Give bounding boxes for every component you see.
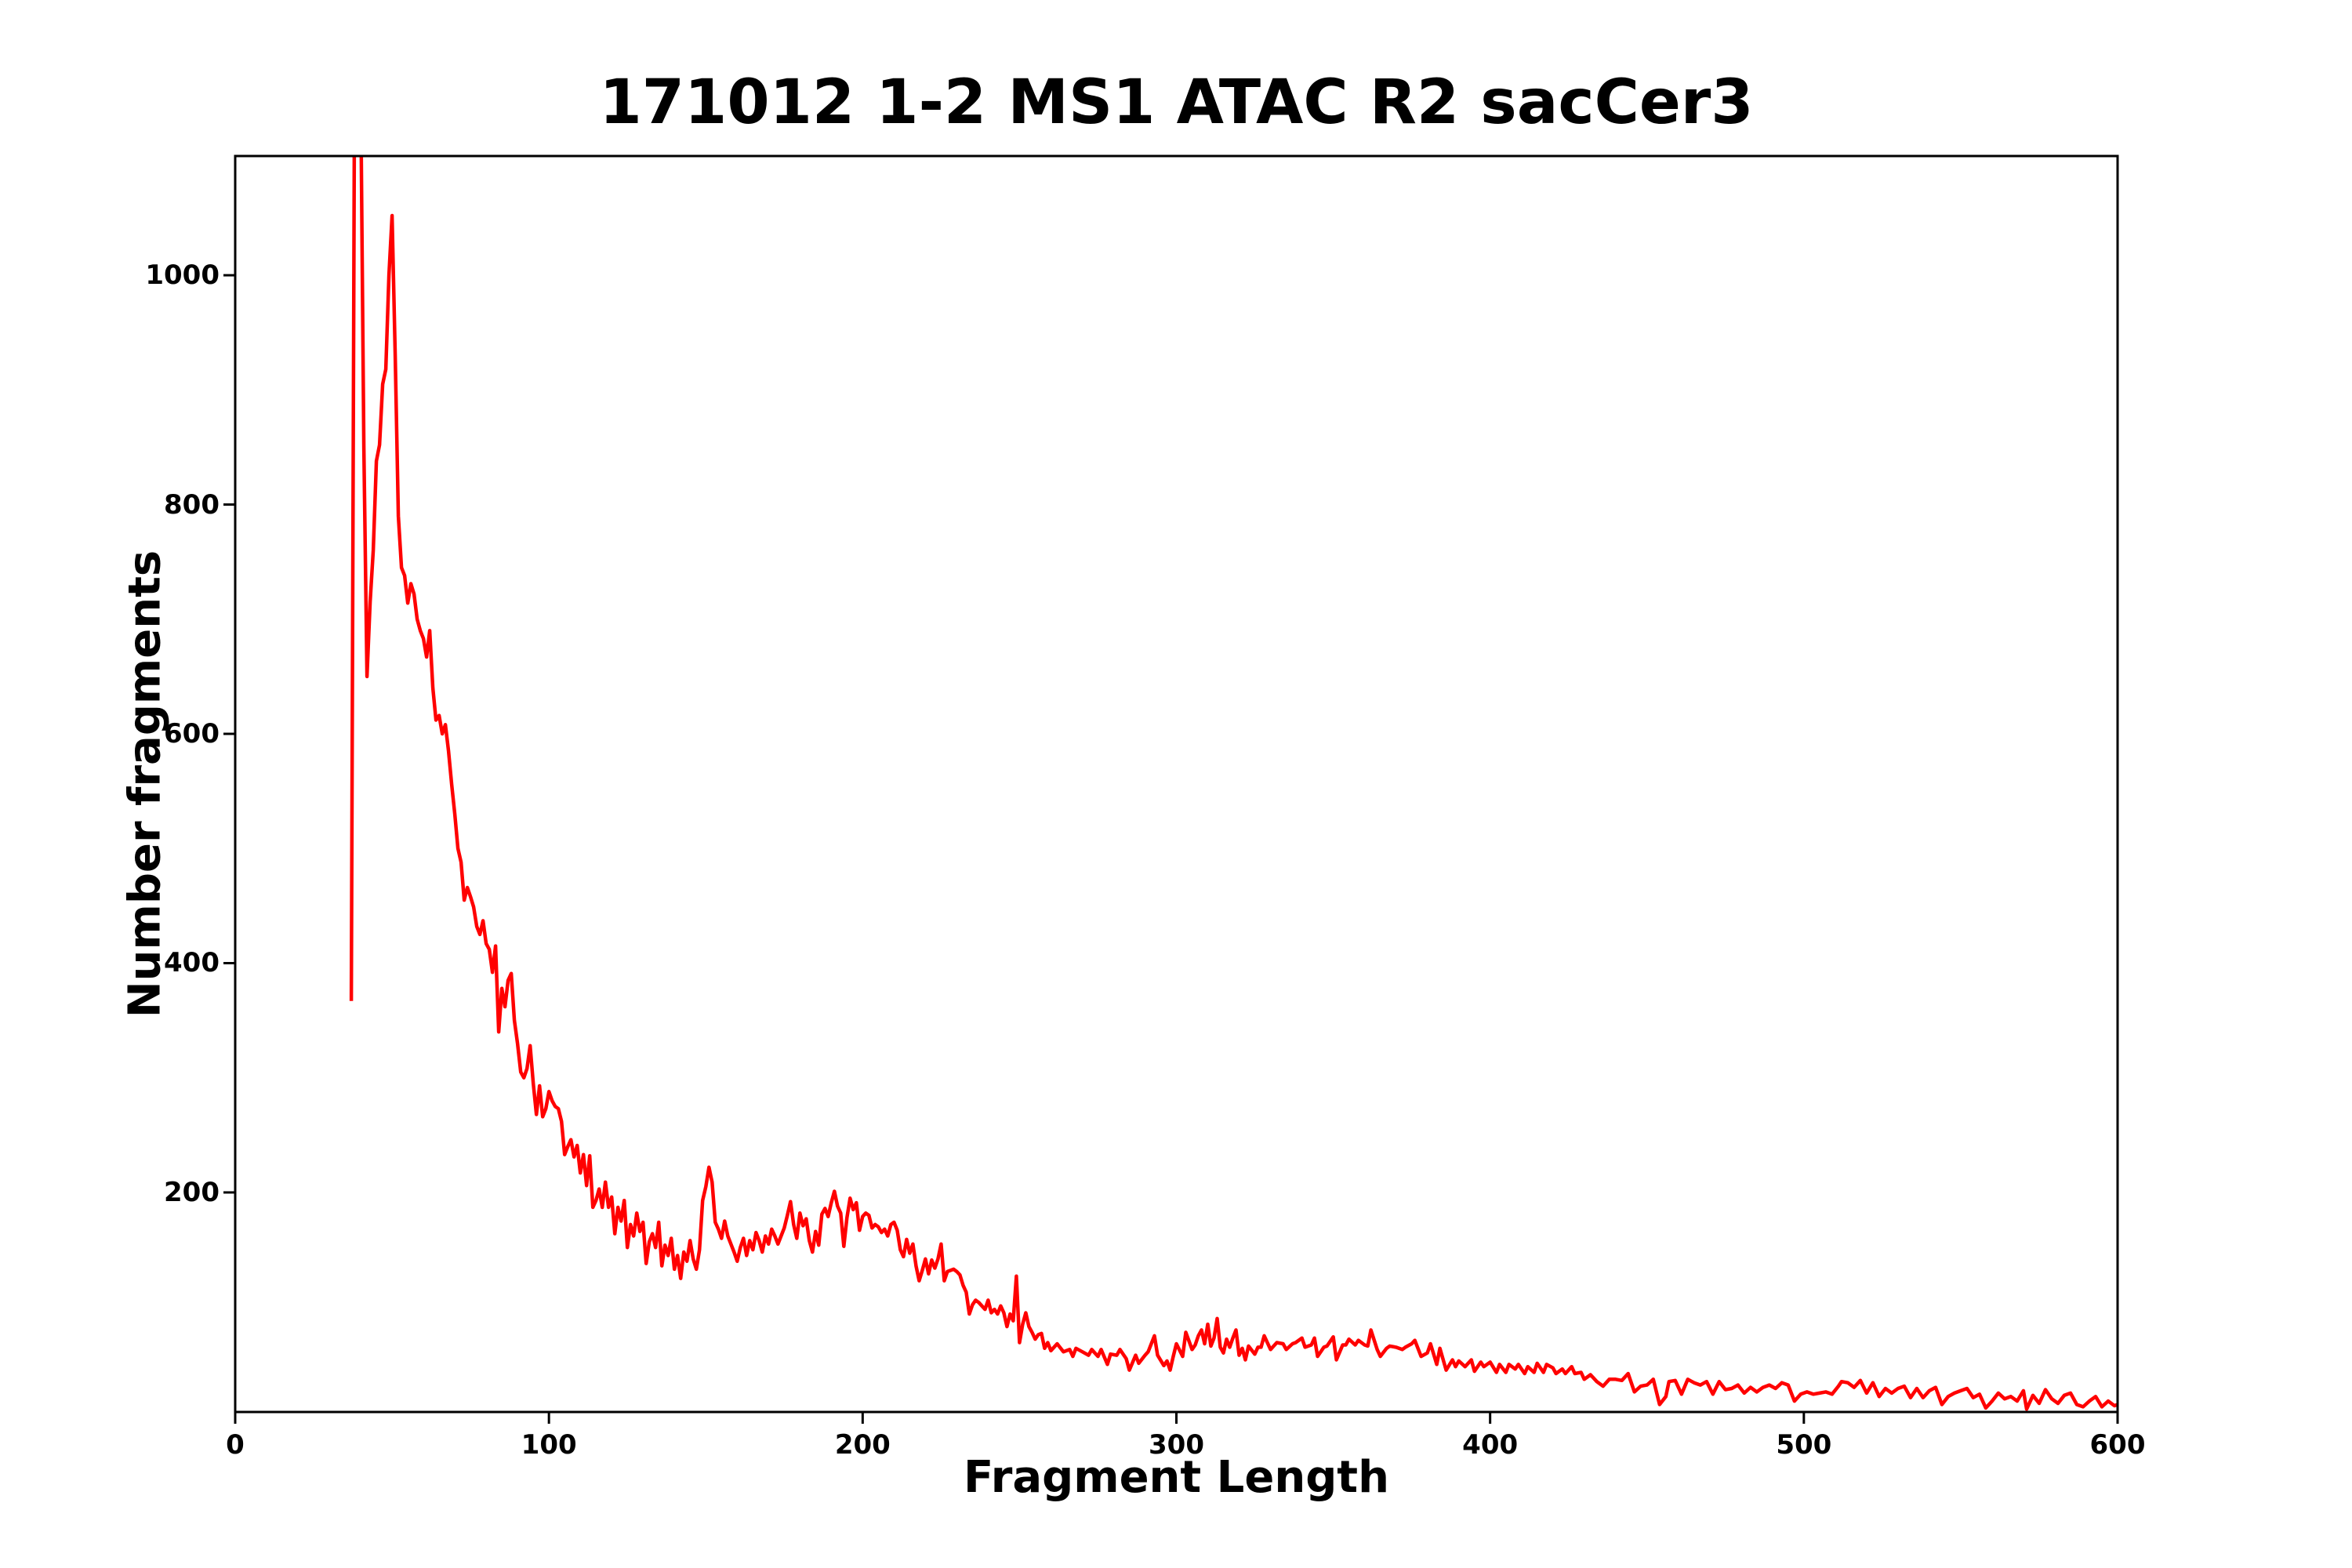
x-tick-label: 500 bbox=[1776, 1429, 1832, 1461]
y-tick-label: 1000 bbox=[145, 260, 220, 292]
x-axis-label: Fragment Length bbox=[964, 1452, 1389, 1503]
y-tick-label: 400 bbox=[164, 947, 220, 979]
y-tick-label: 200 bbox=[164, 1176, 220, 1208]
plot-border bbox=[234, 154, 2119, 1414]
x-tick-label: 400 bbox=[1462, 1429, 1519, 1461]
data-line bbox=[349, 156, 2118, 1411]
x-tick-label: 600 bbox=[2089, 1429, 2146, 1461]
chart-title: 171012 1-2 MS1 ATAC R2 sacCer3 bbox=[599, 67, 1754, 138]
x-tick-label: 0 bbox=[226, 1429, 245, 1461]
y-tick-label: 600 bbox=[164, 718, 220, 750]
x-tick-label: 200 bbox=[834, 1429, 891, 1461]
x-tick-label: 100 bbox=[521, 1429, 577, 1461]
x-tick-label: 300 bbox=[1149, 1429, 1204, 1461]
y-tick-label: 800 bbox=[164, 488, 220, 521]
